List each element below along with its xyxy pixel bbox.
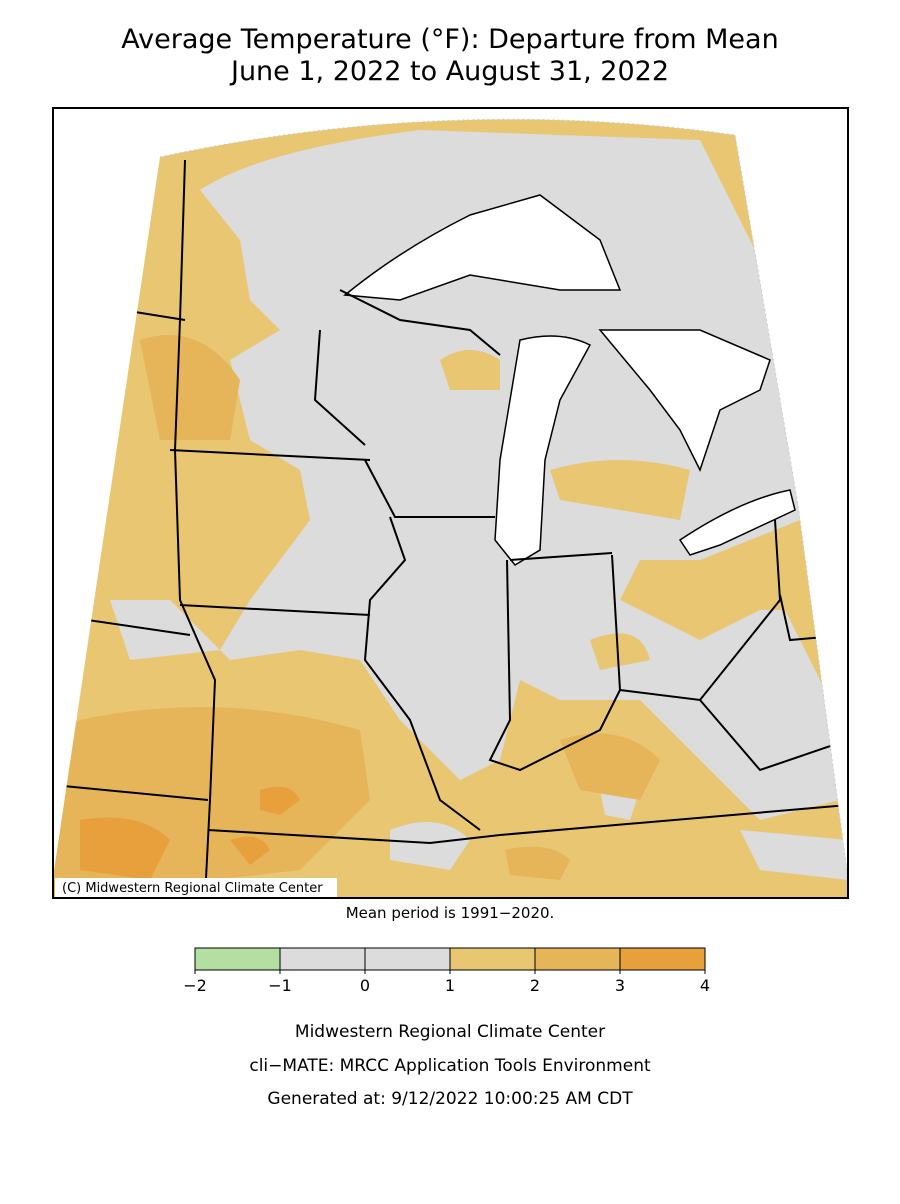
state-boundary bbox=[53, 159, 848, 898]
map: (C) Midwestern Regional Climate Center bbox=[52, 107, 849, 899]
legend-swatch bbox=[194, 947, 281, 971]
lake-superior bbox=[343, 194, 622, 301]
legend-tick-label: −2 bbox=[183, 976, 207, 995]
lake-erie bbox=[678, 489, 796, 556]
subtitle: June 1, 2022 to August 31, 2022 bbox=[229, 56, 669, 87]
footer-line: Generated at: 9/12/2022 10:00:25 AM CDT bbox=[267, 1089, 633, 1109]
legend-swatch bbox=[619, 947, 706, 971]
legend-tick-label: −1 bbox=[268, 976, 292, 995]
legend-tick-label: 1 bbox=[445, 976, 455, 995]
legend: −2 −1 0 1 2 3 4 bbox=[183, 947, 710, 995]
credit-box bbox=[55, 878, 337, 897]
legend-tick-label: 2 bbox=[530, 976, 540, 995]
domain-edge bbox=[159, 118, 849, 879]
legend-swatch bbox=[364, 947, 451, 971]
warmer-area bbox=[53, 335, 660, 898]
legend-tick-label: 3 bbox=[615, 976, 625, 995]
map-frame bbox=[52, 107, 849, 899]
near-normal-patch bbox=[390, 780, 848, 880]
warmest-area bbox=[80, 786, 300, 880]
title: Average Temperature (°F): Departure from… bbox=[121, 24, 778, 55]
mean-period-note: Mean period is 1991−2020. bbox=[346, 904, 555, 922]
warm-patch bbox=[440, 350, 790, 670]
credit: (C) Midwestern Regional Climate Center bbox=[62, 881, 323, 896]
legend-swatch bbox=[279, 947, 366, 971]
lake-michigan bbox=[494, 335, 592, 566]
lake-huron bbox=[598, 329, 771, 472]
near-normal-area bbox=[110, 130, 840, 820]
footer-line: cli−MATE: MRCC Application Tools Environ… bbox=[249, 1056, 651, 1076]
legend-tick-label: 4 bbox=[700, 976, 710, 995]
legend-swatch bbox=[534, 947, 621, 971]
legend-tick-label: 0 bbox=[360, 976, 370, 995]
footer-line: Midwestern Regional Climate Center bbox=[295, 1022, 605, 1042]
legend-swatch bbox=[449, 947, 536, 971]
